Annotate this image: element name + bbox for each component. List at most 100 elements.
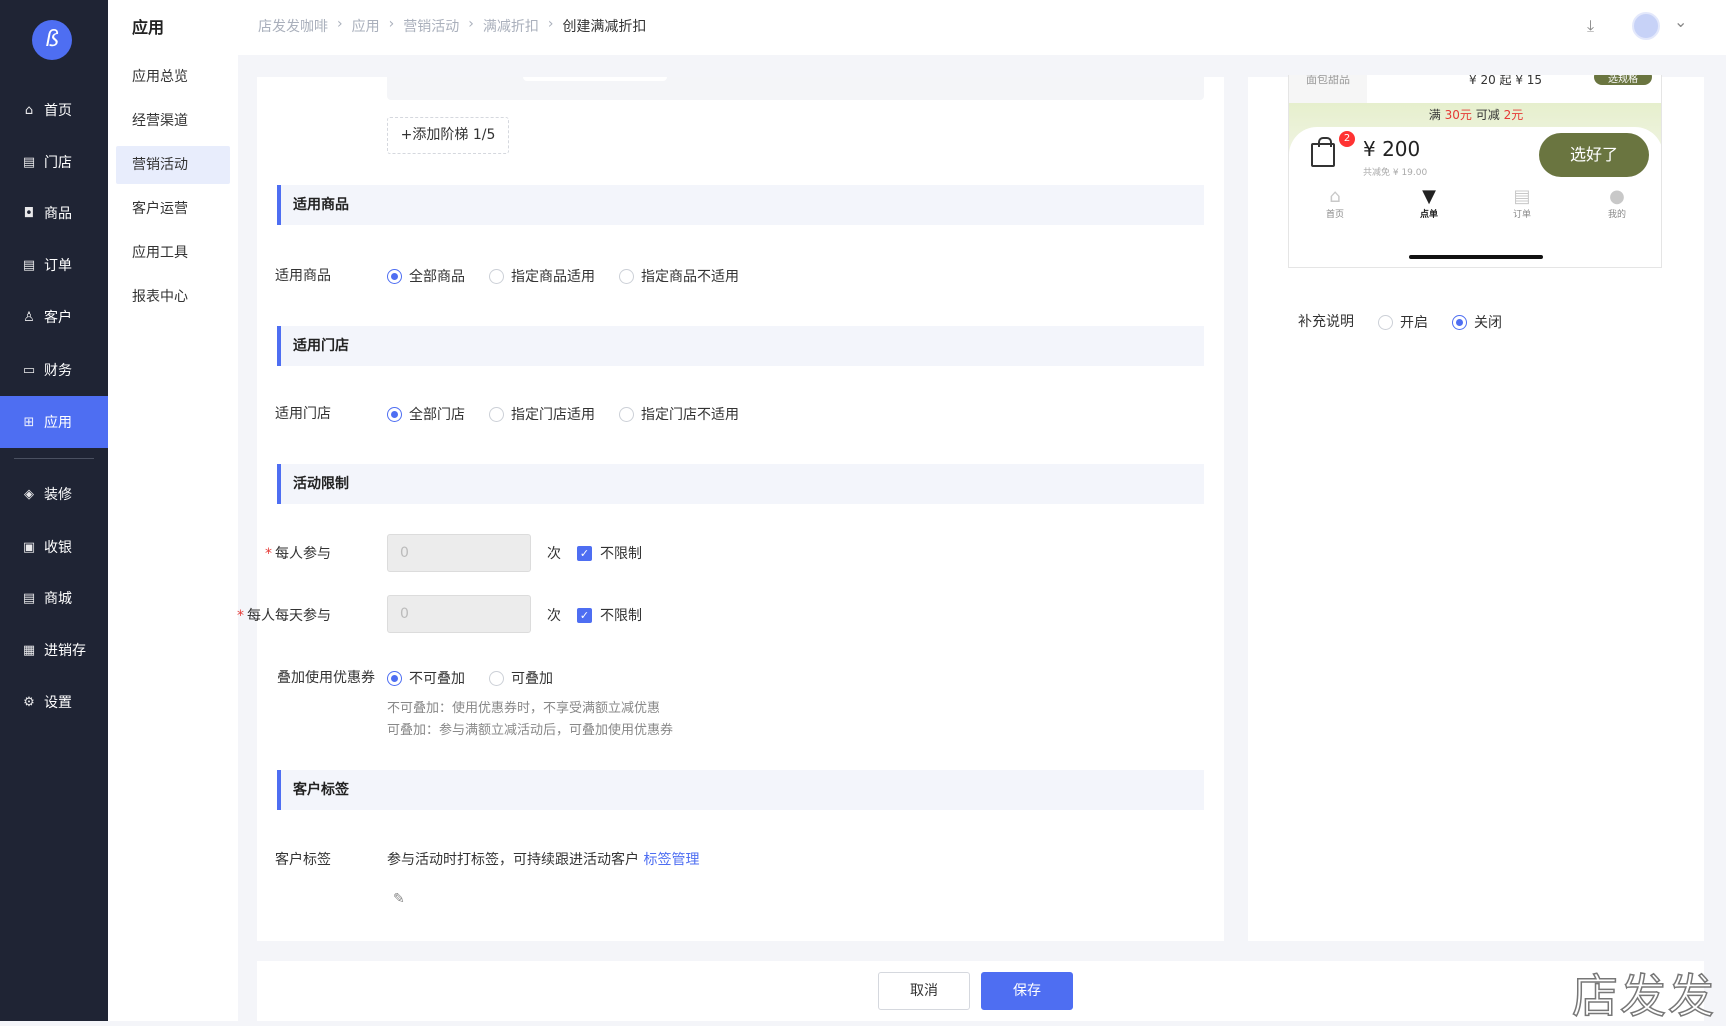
tab-label: 订单 [1512,210,1531,220]
sidebar-item-label: 商品 [44,206,72,222]
promo-text: 可减 [1475,108,1500,122]
bag-icon: ◘ [23,205,35,221]
breadcrumb-separator: › [468,16,474,32]
stack-radio-group: 不可叠加 可叠加 [387,668,553,688]
sidebar-item-cashier[interactable]: ▣ 收银 [0,532,108,562]
wallet-icon: ▭ [22,362,36,378]
save-button[interactable]: 保存 [981,972,1073,1010]
main-sidebar: ß ⌂ 首页 ▤ 门店 ◘ 商品 ▤ 订单 ♙ 客户 ▭ 财务 ⊞ 应用 ◈ 装修 ▣ 收银 ▤ 商… [0,0,108,1021]
radio-dot [489,268,504,284]
per-day-unlimited-checkbox[interactable]: ✓ 不限制 [577,605,642,625]
promo-amount: 30元 [1444,108,1472,122]
home-icon: ⌂ [1329,186,1341,207]
breadcrumb-item[interactable]: 店发发咖啡 [258,19,328,35]
breadcrumb-item[interactable]: 营销活动 [403,19,460,35]
watermark: 店发发 [1571,968,1716,1024]
tab-label: 我的 [1607,210,1626,220]
breadcrumb-item[interactable]: 应用 [351,19,380,35]
sidebar-item-label: 财务 [44,363,72,379]
goods-radio-group: 全部商品 指定商品适用 指定商品不适用 [387,266,739,286]
download-icon[interactable]: ⤓ [1587,16,1595,35]
radio-all-goods[interactable]: 全部商品 [387,266,465,286]
top-header: 店发发咖啡 › 应用 › 营销活动 › 满减折扣 › 创建满减折扣 ⤓ ⌄ [238,0,1726,55]
sidebar-item-label: 设置 [44,695,72,711]
edit-icon[interactable]: ✎ [393,891,405,907]
preview-panel: 面包甜品 ¥ 20 起 ¥ 15 选规格 满 30元 可减 2元 2 ¥ 200… [1248,75,1704,941]
add-ladder-button[interactable]: +添加阶梯 1/5 [387,117,509,154]
radio-label: 不可叠加 [409,671,465,687]
breadcrumb-item[interactable]: 满减折扣 [482,19,539,35]
radio-not-stackable[interactable]: 不可叠加 [387,668,465,688]
sidebar-item-orders[interactable]: ▤ 订单 [0,250,108,280]
home-indicator [1409,255,1543,259]
tab-home: ⌂ 首页 [1305,186,1365,221]
order-icon: ▤ [1513,186,1531,207]
subnav-item[interactable]: 应用工具 [132,245,188,261]
per-day-input[interactable]: 0 [387,595,531,633]
sidebar-item-apps[interactable]: ⊞ 应用 [0,396,108,448]
sidebar-item-mall[interactable]: ▤ 商城 [0,583,108,613]
cancel-button[interactable]: 取消 [878,972,970,1010]
sidebar-item-inventory[interactable]: ▦ 进销存 [0,635,108,665]
breadcrumb-separator: › [547,16,554,32]
sidebar-item-settings[interactable]: ⚙ 设置 [0,687,108,717]
sidebar-item-label: 客户 [44,310,72,326]
promo-text: 满 [1428,108,1441,122]
shopping-bag-icon [1311,137,1335,167]
subnav-item-active[interactable]: 营销活动 [116,146,230,184]
radio-all-stores[interactable]: 全部门店 [387,404,465,424]
radio-dot [387,670,402,686]
avatar[interactable] [1632,12,1660,40]
user-icon: ♙ [23,309,35,325]
subnav-item[interactable]: 应用总览 [132,69,188,85]
sidebar-item-finance[interactable]: ▭ 财务 [0,355,108,385]
radio-stackable[interactable]: 可叠加 [489,668,553,688]
supplement-radio-group: 开启 关闭 [1378,312,1502,332]
phone-preview: 面包甜品 ¥ 20 起 ¥ 15 选规格 满 30元 可减 2元 2 ¥ 200… [1288,75,1662,268]
sidebar-item-store[interactable]: ▤ 门店 [0,147,108,177]
logo: ß [32,20,72,60]
radio-label: 开启 [1400,315,1428,331]
radio-goods-exclude[interactable]: 指定商品不适用 [619,266,739,286]
radio-label: 指定商品适用 [511,269,595,285]
checkbox-checked-icon: ✓ [577,607,592,623]
subnav-item[interactable]: 客户运营 [132,201,188,217]
chevron-down-icon[interactable]: ⌄ [1674,12,1688,31]
subnav-item[interactable]: 报表中心 [132,289,188,305]
radio-dot [1452,314,1467,330]
sidebar-item-label: 收银 [44,540,72,556]
cart-saved: 共减免 ¥ 19.00 [1363,168,1428,178]
inventory-icon: ▦ [22,642,36,658]
per-person-input[interactable]: 0 [387,534,531,572]
radio-goods-include[interactable]: 指定商品适用 [489,266,595,286]
store-icon: ▤ [22,154,36,170]
radio-store-exclude[interactable]: 指定门店不适用 [619,404,739,424]
sidebar-item-customers[interactable]: ♙ 客户 [0,302,108,332]
radio-label: 指定商品不适用 [641,269,739,285]
radio-supplement-on[interactable]: 开启 [1378,312,1428,332]
sidebar-item-home[interactable]: ⌂ 首页 [0,95,108,125]
product-row: 面包甜品 ¥ 20 起 ¥ 15 选规格 [1289,75,1661,103]
breadcrumb-separator: › [337,16,343,32]
radio-supplement-off[interactable]: 关闭 [1452,312,1502,332]
sidebar-item-decor[interactable]: ◈ 装修 [0,479,108,509]
subnav-item[interactable]: 经营渠道 [132,113,188,129]
radio-dot [619,268,634,284]
per-person-unlimited-checkbox[interactable]: ✓ 不限制 [577,543,642,563]
tab-label: 首页 [1325,210,1344,220]
sidebar-divider [14,458,94,459]
form-card: +添加阶梯 1/5 适用商品 适用商品 全部商品 指定商品适用 指定商品不适用 … [237,77,1224,941]
radio-dot [489,670,504,686]
home-icon: ⌂ [24,102,34,118]
cart-bar: 2 ¥ 200 共减免 ¥ 19.00 选好了 ⌂ 首页 ▼ 点单 ▤ 订单 ● 我的 [1289,127,1661,267]
radio-label: 可叠加 [511,671,553,687]
radio-label: 指定门店不适用 [641,407,739,423]
checkbox-label: 不限制 [600,608,642,624]
radio-store-include[interactable]: 指定门店适用 [489,404,595,424]
tag-manage-link[interactable]: 标签管理 [643,852,700,868]
tag-desc-text: 参与活动时打标签，可持续跟进活动客户 [387,852,639,868]
sidebar-item-label: 商城 [44,591,72,607]
footer-bar: 取消 保存 [257,961,1704,1021]
sidebar-item-goods[interactable]: ◘ 商品 [0,198,108,228]
radio-dot [619,406,634,422]
